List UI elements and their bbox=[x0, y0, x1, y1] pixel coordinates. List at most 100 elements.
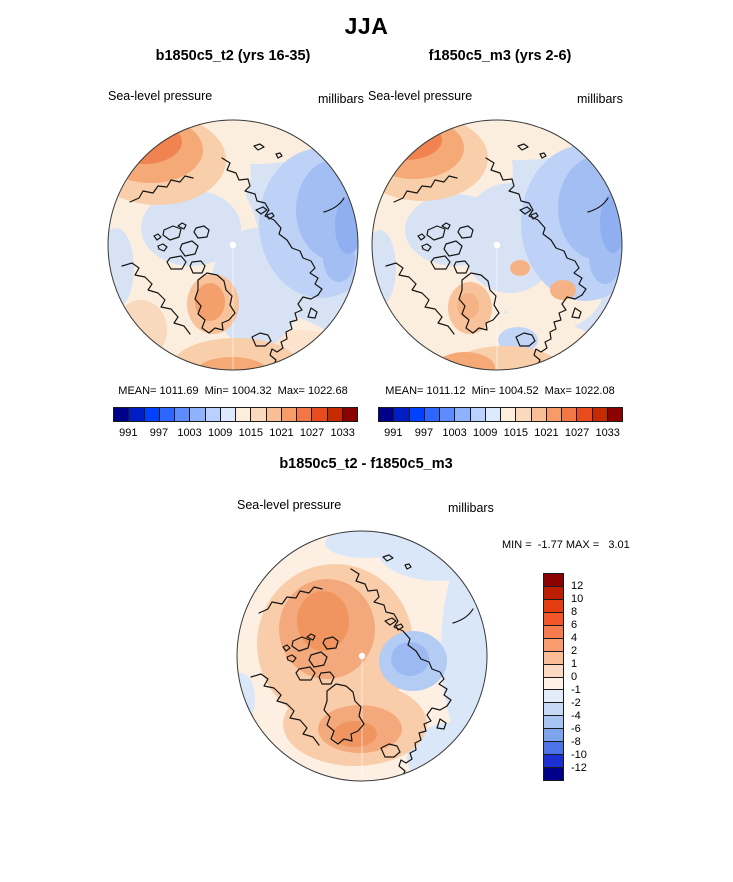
colorbar-cell bbox=[544, 625, 563, 639]
colorbar-cell bbox=[312, 408, 328, 421]
colorbar-cell bbox=[546, 408, 562, 421]
colorbar-cells bbox=[113, 407, 358, 422]
colorbar-cell bbox=[470, 408, 486, 421]
units-label-left: millibars bbox=[318, 92, 364, 106]
colorbar-tick-label: 1015 bbox=[503, 427, 529, 439]
colorbar-tick-label: -8 bbox=[571, 736, 581, 748]
field-label-left: Sea-level pressure bbox=[108, 89, 213, 103]
colorbar-cell bbox=[297, 408, 313, 421]
colorbar-cell bbox=[544, 638, 563, 652]
colorbar-cell bbox=[607, 408, 622, 421]
colorbar-cell bbox=[531, 408, 547, 421]
colorbar-cell bbox=[394, 408, 410, 421]
colorbar-cells bbox=[378, 407, 623, 422]
colorbar-tick-label: 1009 bbox=[207, 427, 233, 439]
colorbar-cell bbox=[114, 408, 130, 421]
colorbar-cell bbox=[501, 408, 517, 421]
colorbar-cell bbox=[485, 408, 501, 421]
map-outline bbox=[107, 119, 359, 371]
colorbar-cell bbox=[592, 408, 608, 421]
colorbar-tick-label: 991 bbox=[384, 427, 403, 439]
colorbar-cell bbox=[562, 408, 578, 421]
colorbar-cell bbox=[544, 651, 563, 665]
colorbar-tick-labels: 991 997 1003 1009 1015 1021 1027 1033 bbox=[113, 427, 358, 443]
difference-colorbar: 12 10 8 6 4 2 1 0 -1 -2 -4 -6 -8 -10 -12 bbox=[543, 573, 613, 781]
colorbar-cell bbox=[144, 408, 160, 421]
colorbar-cell bbox=[205, 408, 221, 421]
colorbar-cells bbox=[543, 573, 564, 781]
colorbar-cell bbox=[544, 716, 563, 730]
panel-title-difference: b1850c5_t2 - f1850c5_m3 bbox=[279, 456, 453, 472]
colorbar-tick-label: -4 bbox=[571, 710, 581, 722]
colorbar-cell bbox=[342, 408, 357, 421]
colorbar-tick-labels: 12 10 8 6 4 2 1 0 -1 -2 -4 -6 -8 -10 -12 bbox=[571, 573, 603, 781]
colorbar-tick-label: 991 bbox=[119, 427, 138, 439]
meridian-line bbox=[232, 245, 234, 370]
difference-contour-fills bbox=[237, 531, 487, 781]
colorbar-cell bbox=[129, 408, 145, 421]
meridian-line bbox=[496, 245, 498, 370]
colorbar-tick-label: 1003 bbox=[442, 427, 467, 439]
colorbar-cell bbox=[544, 574, 563, 587]
colorbar-cell bbox=[455, 408, 471, 421]
colorbar-cell bbox=[159, 408, 175, 421]
field-label-right: Sea-level pressure bbox=[368, 89, 473, 103]
colorbar-cell bbox=[544, 599, 563, 613]
colorbar-cell bbox=[266, 408, 282, 421]
colorbar-cell bbox=[440, 408, 456, 421]
colorbar-cell bbox=[220, 408, 236, 421]
colorbar-tick-label: 997 bbox=[149, 427, 169, 439]
colorbar-cell bbox=[327, 408, 343, 421]
colorbar-tick-label: 1003 bbox=[177, 427, 202, 439]
map-outline bbox=[371, 119, 623, 371]
colorbar-tick-label: 1033 bbox=[595, 427, 620, 439]
pressure-colorbar-right: 991 997 1003 1009 1015 1021 1027 1033 bbox=[378, 407, 623, 443]
colorbar-tick-label: 1021 bbox=[269, 427, 294, 439]
pole-dot bbox=[229, 241, 237, 249]
colorbar-cell bbox=[236, 408, 252, 421]
colorbar-tick-label: 2 bbox=[571, 645, 578, 657]
colorbar-cell bbox=[190, 408, 206, 421]
colorbar-tick-label: 10 bbox=[571, 593, 584, 605]
colorbar-tick-label: 8 bbox=[571, 606, 578, 618]
colorbar-tick-label: 6 bbox=[571, 619, 578, 631]
colorbar-tick-label: 1015 bbox=[238, 427, 264, 439]
colorbar-cell bbox=[409, 408, 425, 421]
colorbar-cell bbox=[544, 729, 563, 743]
map-b1850c5-t2 bbox=[107, 119, 359, 371]
colorbar-cell bbox=[544, 742, 563, 756]
colorbar-cell bbox=[544, 664, 563, 678]
colorbar-tick-label: 1021 bbox=[534, 427, 559, 439]
colorbar-cell bbox=[544, 677, 563, 691]
colorbar-tick-label: 1027 bbox=[299, 427, 325, 439]
colorbar-cell bbox=[544, 755, 563, 769]
pressure-colorbar-left: 991 997 1003 1009 1015 1021 1027 1033 bbox=[113, 407, 358, 443]
colorbar-tick-label: 0 bbox=[571, 671, 578, 683]
colorbar-tick-label: 1027 bbox=[564, 427, 590, 439]
colorbar-tick-label: 1033 bbox=[330, 427, 355, 439]
pole-dot bbox=[493, 241, 501, 249]
colorbar-tick-label: -12 bbox=[571, 762, 587, 774]
colorbar-cell bbox=[175, 408, 191, 421]
colorbar-cell bbox=[544, 768, 563, 780]
colorbar-cell bbox=[251, 408, 267, 421]
map-difference bbox=[236, 530, 488, 782]
panel-title-b1850c5-t2: b1850c5_t2 (yrs 16-35) bbox=[155, 48, 311, 64]
colorbar-tick-label: -1 bbox=[571, 684, 581, 696]
field-label-diff: Sea-level pressure bbox=[237, 498, 342, 512]
pole-dot bbox=[358, 652, 366, 660]
colorbar-cell bbox=[516, 408, 532, 421]
colorbar-cell bbox=[544, 690, 563, 704]
colorbar-tick-label: -6 bbox=[571, 723, 581, 735]
colorbar-cell bbox=[544, 612, 563, 626]
colorbar-tick-label: -10 bbox=[571, 749, 587, 761]
meridian-line bbox=[361, 656, 363, 781]
map-f1850c5-m3 bbox=[371, 119, 623, 371]
colorbar-cell bbox=[281, 408, 297, 421]
units-label-right: millibars bbox=[577, 92, 623, 106]
stats-b1850c5-t2: MEAN= 1011.69 Min= 1004.32 Max= 1022.68 bbox=[118, 385, 348, 397]
units-label-diff: millibars bbox=[448, 501, 494, 515]
colorbar-tick-label: 12 bbox=[571, 580, 584, 592]
page-title: JJA bbox=[344, 13, 389, 39]
